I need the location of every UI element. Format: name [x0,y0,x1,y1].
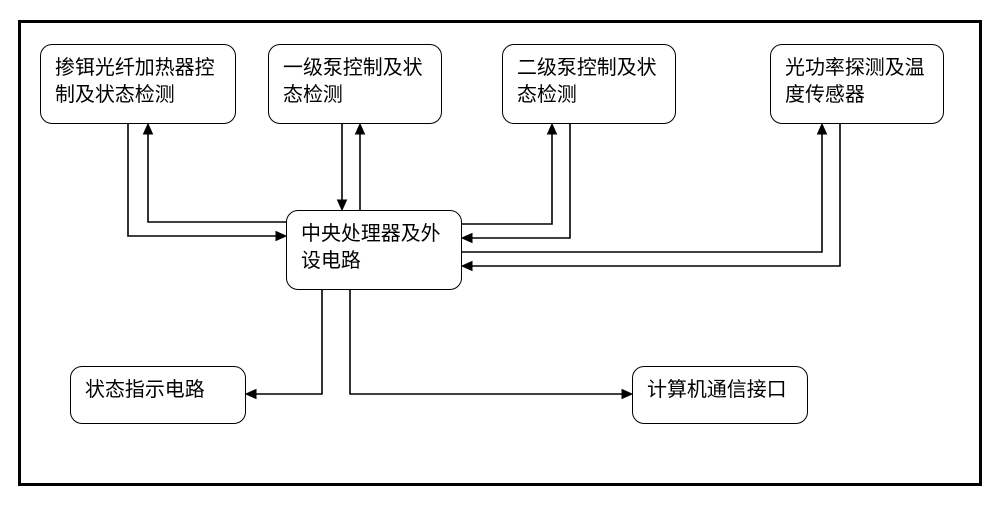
node-label: 光功率探测及温度传感器 [785,55,929,109]
node-label: 中央处理器及外设电路 [301,221,447,275]
node-label: 掺铒光纤加热器控制及状态检测 [55,55,221,109]
node-status-indicator: 状态指示电路 [70,366,246,424]
node-label: 二级泵控制及状态检测 [517,55,661,109]
node-label: 一级泵控制及状态检测 [283,55,427,109]
diagram-canvas: 掺铒光纤加热器控制及状态检测 一级泵控制及状态检测 二级泵控制及状态检测 光功率… [0,0,1000,506]
node-secondary-pump: 二级泵控制及状态检测 [502,44,676,124]
node-erbium-fiber-heater: 掺铒光纤加热器控制及状态检测 [40,44,236,124]
node-label: 状态指示电路 [85,377,205,404]
node-optical-power-temp: 光功率探测及温度传感器 [770,44,944,124]
node-computer-comm: 计算机通信接口 [632,366,808,424]
node-label: 计算机通信接口 [647,377,787,404]
node-primary-pump: 一级泵控制及状态检测 [268,44,442,124]
node-central-processor: 中央处理器及外设电路 [286,210,462,290]
